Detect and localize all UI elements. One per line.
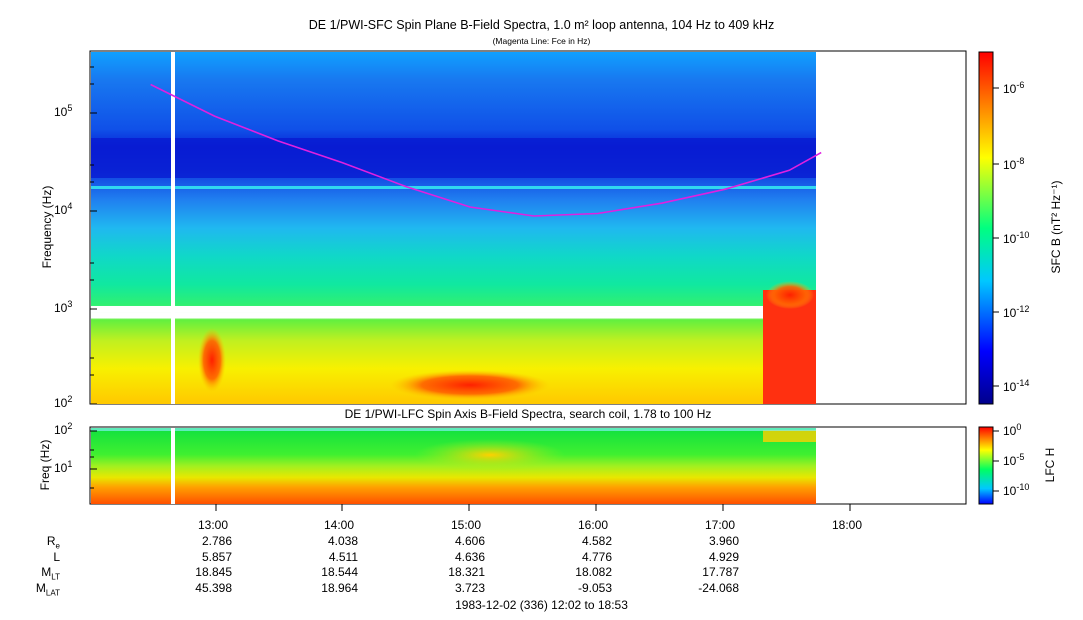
ephemeris-value: 18.082 — [575, 565, 612, 579]
ephemeris-value: 2.786 — [201, 534, 232, 548]
top-spectrogram-feature — [763, 290, 816, 404]
time-tick-label: 15:00 — [451, 518, 482, 532]
top-ytick-label: 104 — [54, 201, 73, 217]
ephemeris-value: 3.723 — [454, 581, 485, 595]
ephemeris-value: 45.398 — [195, 581, 232, 595]
top-spectrogram-band — [91, 138, 816, 178]
top-ytick-label: 102 — [54, 394, 73, 410]
ephemeris-value: 3.960 — [708, 534, 739, 548]
top-yaxis-ticks — [90, 66, 97, 405]
top-spectrogram-feature — [198, 328, 226, 392]
top-colorbar-tick-label: 10-14 — [1003, 378, 1030, 394]
ephemeris-value: 4.511 — [328, 550, 358, 564]
ephemeris-value: 4.776 — [581, 550, 612, 564]
ephemeris-value: 18.845 — [195, 565, 232, 579]
ephemeris-value: -24.068 — [698, 581, 739, 595]
top-spectrogram-gap — [91, 306, 816, 312]
top-colorbar — [978, 51, 994, 405]
time-tick-label: 14:00 — [324, 518, 355, 532]
bottom-colorbar-label: LFC H — [1043, 447, 1057, 483]
ephemeris-label-mlt: MLT — [41, 565, 60, 582]
top-colorbar-label: SFC B (nT² Hz⁻¹) — [1049, 180, 1063, 274]
top-yaxis-label: Frequency (Hz) — [40, 185, 54, 269]
time-tick-label: 16:00 — [578, 518, 609, 532]
ephemeris-value: 4.929 — [708, 550, 739, 564]
top-panel-subtitle: (Magenta Line: Fce in Hz) — [492, 36, 591, 46]
ephemeris-value: 18.964 — [321, 581, 358, 595]
top-panel-title: DE 1/PWI-SFC Spin Plane B-Field Spectra,… — [308, 18, 775, 32]
ephemeris-value: 4.606 — [454, 534, 485, 548]
top-colorbar-tick-label: 10-12 — [1003, 304, 1030, 320]
bottom-panel-title: DE 1/PWI-LFC Spin Axis B-Field Spectra, … — [344, 407, 712, 421]
bottom-spectrogram-feature — [415, 439, 565, 471]
ephemeris-label-l: L — [53, 550, 60, 564]
bottom-yaxis-label: Freq (Hz) — [38, 439, 52, 491]
bottom-spectrogram-feature — [763, 430, 816, 442]
ephemeris-value: 5.857 — [201, 550, 232, 564]
ephemeris-label-mlat: MLAT — [35, 581, 60, 598]
top-spectrogram-line — [91, 186, 816, 189]
ephemeris-value: -9.053 — [577, 581, 612, 595]
ephemeris-value: 4.582 — [581, 534, 612, 548]
bottom-colorbar-tick-label: 10-5 — [1003, 452, 1025, 468]
bottom-colorbar-ticks — [993, 430, 999, 492]
bottom-ytick-label: 102 — [54, 421, 73, 437]
top-spectrogram-feature — [390, 370, 550, 400]
bottom-spectrogram-datagap — [171, 428, 175, 504]
top-colorbar-ticks — [993, 87, 999, 387]
bottom-ytick-label: 101 — [54, 459, 73, 475]
bottom-yaxis-ticks — [90, 430, 97, 489]
time-range-footer: 1983-12-02 (336) 12:02 to 18:53 — [455, 598, 628, 612]
ephemeris-label-re: Re — [46, 534, 60, 551]
time-tick-label: 13:00 — [198, 518, 229, 532]
fce-magenta-line — [150, 83, 822, 217]
bottom-spectrogram-feature — [91, 428, 816, 431]
bottom-colorbar-tick-label: 10-10 — [1003, 482, 1030, 498]
top-spectrogram-datagap — [171, 52, 175, 404]
ephemeris-value: 4.636 — [454, 550, 485, 564]
top-spectrogram-feature — [766, 281, 814, 309]
top-colorbar-tick-label: 10-10 — [1003, 230, 1030, 246]
ephemeris-value: 4.038 — [327, 534, 358, 548]
time-tick-label: 18:00 — [832, 518, 863, 532]
bottom-colorbar — [978, 426, 994, 505]
time-tick-label: 17:00 — [705, 518, 736, 532]
time-axis-ticks — [215, 504, 851, 511]
bottom-colorbar-tick-label: 100 — [1003, 422, 1022, 438]
ephemeris-value: 17.787 — [702, 565, 739, 579]
top-ytick-label: 103 — [54, 299, 73, 315]
top-colorbar-tick-label: 10-8 — [1003, 156, 1025, 172]
top-colorbar-tick-label: 10-6 — [1003, 80, 1025, 96]
ephemeris-value: 18.544 — [321, 565, 358, 579]
top-ytick-label: 105 — [54, 103, 73, 119]
ephemeris-value: 18.321 — [448, 565, 485, 579]
